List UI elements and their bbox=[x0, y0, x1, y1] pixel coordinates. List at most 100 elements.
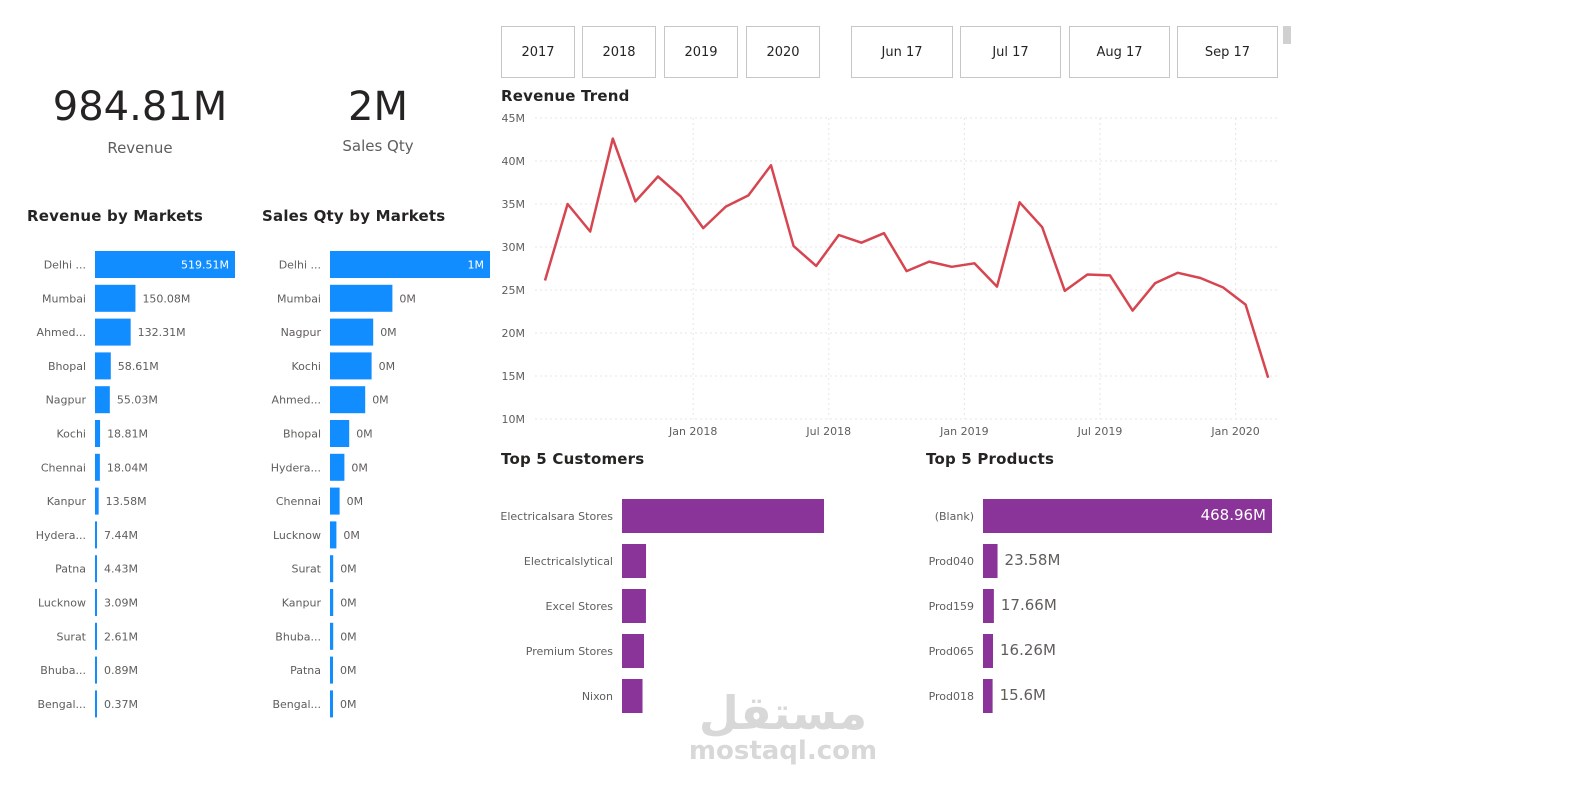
sales-markets-bar[interactable] bbox=[330, 690, 333, 718]
revenue-markets-bar[interactable] bbox=[95, 690, 97, 718]
sales-markets-category-label: Bhopal bbox=[283, 428, 321, 441]
sales-markets-category-label: Surat bbox=[291, 563, 321, 576]
revenue-markets-bar[interactable] bbox=[95, 352, 111, 380]
top-customers-category-label: Electricalsara Stores bbox=[500, 510, 613, 523]
revenue-markets-category-label: Chennai bbox=[41, 461, 86, 474]
revenue-markets-bar[interactable] bbox=[95, 251, 235, 278]
sales-markets-category-label: Delhi ... bbox=[279, 259, 321, 272]
sales-markets-data-label: 0M bbox=[347, 495, 364, 508]
sales-markets-bar[interactable] bbox=[330, 420, 350, 447]
watermark-logo: مستقل mostaql.com bbox=[688, 690, 878, 766]
top-customers-category-label: Premium Stores bbox=[526, 645, 614, 658]
revenue-markets-data-label: 13.58M bbox=[106, 495, 147, 508]
sales-markets-category-label: Patna bbox=[290, 664, 321, 677]
sales-markets-bar[interactable] bbox=[330, 555, 334, 583]
trend-x-tick-label: Jan 2019 bbox=[939, 425, 988, 438]
sales-markets-bar[interactable] bbox=[330, 284, 393, 312]
top-5-products-title: Top 5 Products bbox=[926, 450, 1055, 468]
revenue-markets-bar[interactable] bbox=[95, 420, 101, 447]
revenue-markets-data-label: 2.61M bbox=[104, 630, 138, 643]
revenue-markets-data-label: 132.31M bbox=[138, 326, 186, 339]
revenue-markets-bar[interactable] bbox=[95, 284, 136, 312]
year-slicer-2018[interactable]: 2018 bbox=[582, 26, 656, 78]
revenue-markets-category-label: Ahmed... bbox=[37, 326, 86, 339]
trend-y-tick-label: 45M bbox=[502, 112, 526, 125]
revenue-markets-category-label: Hydera... bbox=[36, 529, 86, 542]
revenue-markets-category-label: Kochi bbox=[57, 428, 86, 441]
slicer-scrollbar[interactable] bbox=[1283, 26, 1291, 44]
sales-qty-by-markets-title: Sales Qty by Markets bbox=[262, 207, 446, 225]
top-products-bar[interactable] bbox=[983, 544, 998, 578]
sales-markets-data-label: 0M bbox=[356, 428, 373, 441]
revenue-trend-title: Revenue Trend bbox=[501, 87, 630, 105]
top-customers-bar[interactable] bbox=[622, 634, 644, 668]
trend-x-tick-label: Jul 2019 bbox=[1077, 425, 1123, 438]
top-products-data-label: 15.6M bbox=[1000, 686, 1046, 704]
revenue-markets-bar[interactable] bbox=[95, 555, 97, 583]
top-products-bar[interactable] bbox=[983, 679, 993, 713]
revenue-markets-category-label: Delhi ... bbox=[44, 259, 86, 272]
year-slicer-2017[interactable]: 2017 bbox=[501, 26, 575, 78]
month-slicer-aug-17[interactable]: Aug 17 bbox=[1069, 26, 1170, 78]
revenue-markets-category-label: Bhuba... bbox=[40, 664, 86, 677]
year-slicer-2020[interactable]: 2020 bbox=[746, 26, 820, 78]
revenue-markets-category-label: Patna bbox=[55, 563, 86, 576]
sales-markets-bar[interactable] bbox=[330, 656, 333, 684]
revenue-markets-data-label: 3.09M bbox=[104, 597, 138, 610]
sales-markets-data-label: 1M bbox=[468, 259, 485, 272]
top-customers-bar[interactable] bbox=[622, 589, 646, 623]
revenue-markets-category-label: Mumbai bbox=[42, 292, 86, 305]
revenue-markets-data-label: 7.44M bbox=[104, 529, 138, 542]
revenue-kpi-value: 984.81M bbox=[52, 84, 228, 130]
month-slicer-jul-17[interactable]: Jul 17 bbox=[960, 26, 1061, 78]
sales-markets-bar[interactable] bbox=[330, 386, 366, 414]
top-products-bar[interactable] bbox=[983, 499, 1272, 533]
sales-markets-bar[interactable] bbox=[330, 352, 372, 380]
revenue-trend-line[interactable] bbox=[543, 137, 1270, 379]
sales-markets-bar[interactable] bbox=[330, 521, 337, 549]
sales-markets-data-label: 0M bbox=[343, 529, 360, 542]
month-slicer-jun-17[interactable]: Jun 17 bbox=[851, 26, 953, 78]
trend-y-tick-label: 35M bbox=[502, 198, 526, 211]
revenue-markets-bar[interactable] bbox=[95, 453, 100, 481]
top-products-data-label: 16.26M bbox=[1000, 641, 1056, 659]
top-products-data-label: 17.66M bbox=[1001, 596, 1057, 614]
sales-markets-bar[interactable] bbox=[330, 487, 340, 515]
month-slicer-sep-17[interactable]: Sep 17 bbox=[1177, 26, 1278, 78]
revenue-markets-category-label: Kanpur bbox=[47, 495, 87, 508]
sales-markets-bar[interactable] bbox=[330, 589, 334, 616]
revenue-markets-data-label: 519.51M bbox=[181, 259, 229, 272]
revenue-by-markets-title: Revenue by Markets bbox=[27, 207, 204, 225]
revenue-markets-bar[interactable] bbox=[95, 318, 131, 346]
revenue-kpi-label: Revenue bbox=[107, 139, 173, 157]
sales-markets-category-label: Mumbai bbox=[277, 292, 321, 305]
trend-y-tick-label: 25M bbox=[502, 284, 526, 297]
top-customers-bar[interactable] bbox=[622, 499, 824, 533]
revenue-markets-bar[interactable] bbox=[95, 521, 98, 549]
trend-x-tick-label: Jan 2018 bbox=[668, 425, 717, 438]
sales-markets-bar[interactable] bbox=[330, 453, 345, 481]
sales-qty-kpi-label: Sales Qty bbox=[342, 137, 414, 155]
sales-markets-bar[interactable] bbox=[330, 251, 490, 278]
revenue-markets-data-label: 18.04M bbox=[107, 461, 148, 474]
top-products-bar[interactable] bbox=[983, 634, 994, 668]
sales-markets-data-label: 0M bbox=[340, 630, 357, 643]
top-customers-bar[interactable] bbox=[622, 544, 647, 578]
revenue-markets-bar[interactable] bbox=[95, 487, 99, 515]
trend-x-tick-label: Jul 2018 bbox=[805, 425, 851, 438]
trend-y-tick-label: 40M bbox=[502, 155, 526, 168]
revenue-markets-bar[interactable] bbox=[95, 656, 97, 684]
top-products-bar[interactable] bbox=[983, 589, 994, 623]
revenue-markets-bar[interactable] bbox=[95, 589, 97, 616]
sales-markets-bar[interactable] bbox=[330, 318, 374, 346]
year-slicer-2019[interactable]: 2019 bbox=[664, 26, 738, 78]
top-products-data-label: 23.58M bbox=[1005, 551, 1061, 569]
sales-markets-bar[interactable] bbox=[330, 622, 334, 650]
revenue-markets-bar[interactable] bbox=[95, 386, 110, 414]
revenue-markets-bar[interactable] bbox=[95, 622, 97, 650]
watermark-arabic: مستقل bbox=[698, 686, 868, 740]
top-customers-bar[interactable] bbox=[622, 679, 643, 713]
revenue-markets-data-label: 58.61M bbox=[118, 360, 159, 373]
sales-markets-data-label: 0M bbox=[340, 563, 357, 576]
sales-markets-category-label: Nagpur bbox=[281, 326, 322, 339]
